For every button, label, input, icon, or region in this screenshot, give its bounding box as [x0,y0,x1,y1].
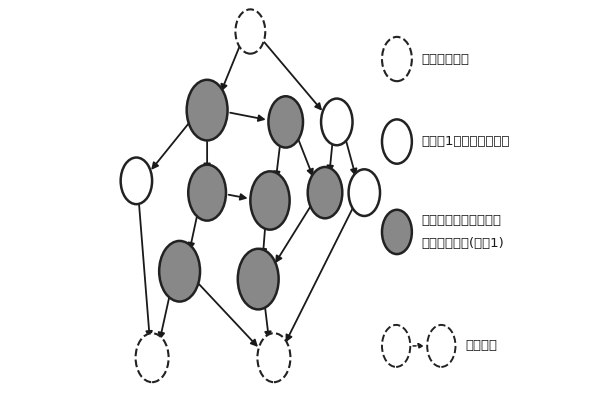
Ellipse shape [427,325,456,367]
Ellipse shape [187,80,227,140]
Text: 时序路径: 时序路径 [465,339,497,352]
Ellipse shape [382,325,411,367]
Text: 非集列1的组合逻辑单元: 非集列1的组合逻辑单元 [422,135,510,148]
Ellipse shape [188,165,226,221]
Ellipse shape [382,210,412,254]
Ellipse shape [250,171,290,230]
Ellipse shape [382,119,412,164]
Text: 组合逻辑单元(集呀1): 组合逻辑单元(集呀1) [422,237,505,249]
Text: 时序逻辑单元: 时序逻辑单元 [422,53,469,65]
Ellipse shape [238,249,278,310]
Ellipse shape [236,9,265,54]
Ellipse shape [121,158,152,204]
Ellipse shape [349,169,380,216]
Ellipse shape [136,333,168,382]
Ellipse shape [382,37,412,81]
Ellipse shape [268,96,303,148]
Ellipse shape [159,241,200,302]
Ellipse shape [321,99,352,145]
Ellipse shape [258,333,290,382]
Ellipse shape [308,167,342,218]
Text: 时序裕度最差的一部分: 时序裕度最差的一部分 [422,215,502,227]
